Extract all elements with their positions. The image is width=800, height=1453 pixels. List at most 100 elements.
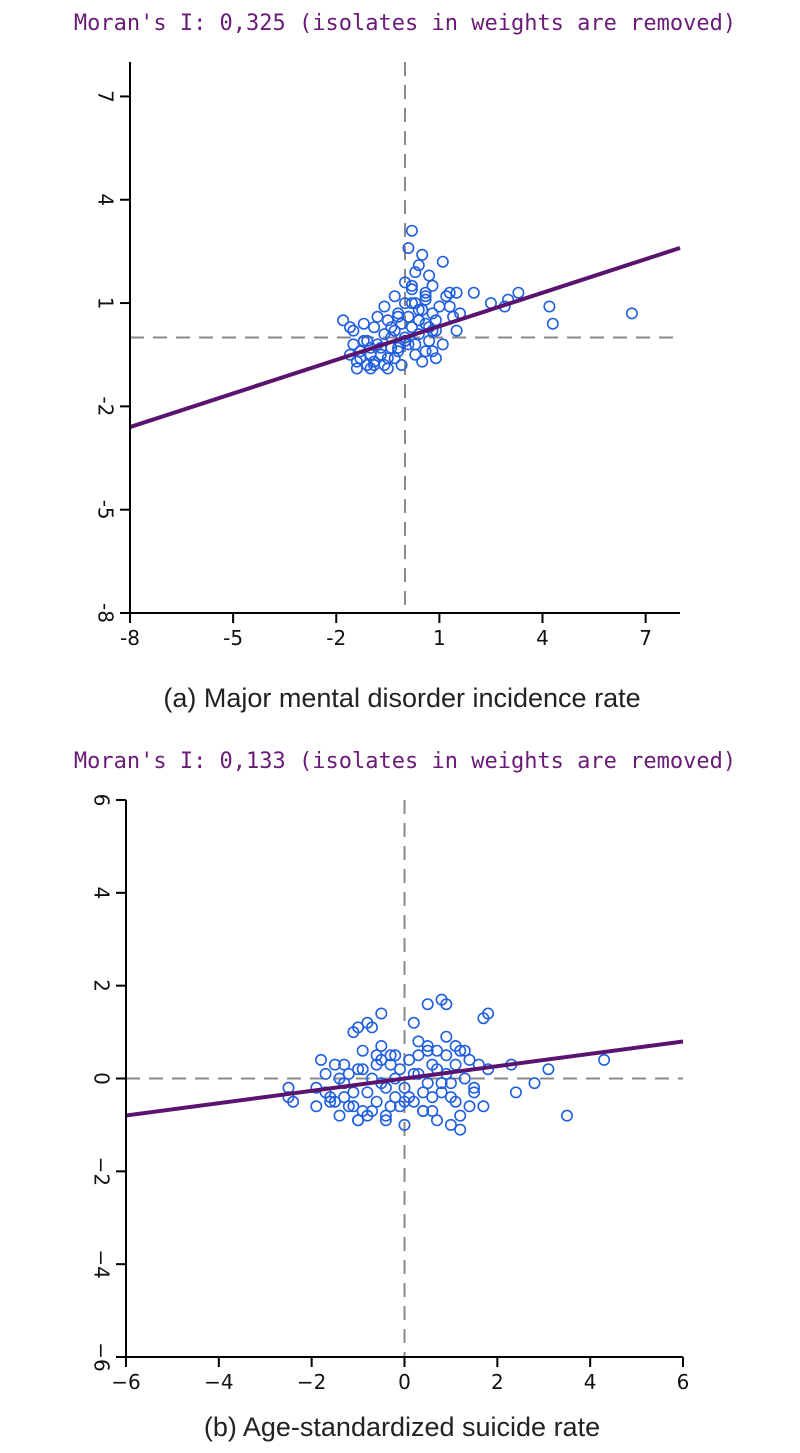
- data-point: [333, 1109, 346, 1122]
- panel-b-suicide-rate: Moran's I: 0,133 (isolates in weights ar…: [74, 749, 736, 1442]
- data-point: [430, 1114, 443, 1127]
- y-tick-label: -2: [94, 396, 118, 416]
- data-point: [338, 1058, 351, 1071]
- data-point: [463, 1100, 476, 1113]
- data-point: [403, 1053, 416, 1066]
- data-point: [385, 321, 398, 334]
- data-point: [416, 355, 429, 368]
- data-point: [419, 293, 432, 306]
- data-point: [449, 1095, 462, 1108]
- x-tick-label: 0: [398, 1370, 411, 1394]
- data-point: [463, 1053, 476, 1066]
- data-point: [347, 1100, 360, 1113]
- data-point: [392, 307, 405, 320]
- chart-title: Moran's I: 0,325 (isolates in weights ar…: [74, 11, 736, 36]
- data-point: [625, 307, 638, 320]
- data-point: [449, 1058, 462, 1071]
- y-tick-label: 0: [90, 1072, 114, 1085]
- data-point: [444, 1077, 457, 1090]
- data-point: [337, 314, 350, 327]
- data-point: [361, 1109, 374, 1122]
- data-point: [381, 314, 394, 327]
- data-point: [393, 1063, 406, 1076]
- data-point: [319, 1067, 332, 1080]
- data-point: [426, 279, 439, 292]
- data-point: [405, 321, 418, 334]
- data-point: [421, 1044, 434, 1057]
- x-tick-label: 2: [491, 1370, 504, 1394]
- data-point: [389, 1049, 402, 1062]
- data-point: [384, 1058, 397, 1071]
- data-point: [310, 1100, 323, 1113]
- chart-title: Moran's I: 0,133 (isolates in weights ar…: [74, 749, 736, 774]
- data-point: [356, 1044, 369, 1057]
- data-point: [388, 352, 401, 365]
- x-tick-label: 1: [433, 626, 446, 650]
- data-point: [361, 334, 374, 347]
- x-tick-label: 6: [677, 1370, 690, 1394]
- data-point: [368, 321, 381, 334]
- data-point: [405, 283, 418, 296]
- x-tick-label: −2: [297, 1370, 326, 1394]
- y-tick-label: -5: [94, 500, 118, 520]
- data-point: [412, 314, 425, 327]
- data-point: [542, 1063, 555, 1076]
- data-point: [412, 1049, 425, 1062]
- x-tick-label: -5: [223, 626, 243, 650]
- data-point: [395, 317, 408, 330]
- data-point: [443, 300, 456, 313]
- y-tick-label: −2: [90, 1157, 114, 1186]
- data-point: [375, 1007, 388, 1020]
- panel-a-mental-disorder: Moran's I: 0,325 (isolates in weights ar…: [74, 11, 736, 713]
- x-tick-label: 4: [584, 1370, 597, 1394]
- data-point: [402, 338, 415, 351]
- x-tick-label: −4: [204, 1370, 233, 1394]
- data-point: [352, 1114, 365, 1127]
- data-point: [282, 1091, 295, 1104]
- data-point: [409, 297, 422, 310]
- data-point: [509, 1086, 522, 1099]
- data-point: [370, 1058, 383, 1071]
- data-point: [392, 310, 405, 323]
- data-point: [357, 334, 370, 347]
- data-point: [416, 248, 429, 261]
- data-point: [421, 1077, 434, 1090]
- x-tick-label: 7: [639, 626, 652, 650]
- data-point: [402, 242, 415, 255]
- data-point: [426, 345, 439, 358]
- data-point: [395, 358, 408, 371]
- data-point: [433, 300, 446, 313]
- data-point: [426, 1091, 439, 1104]
- data-point: [347, 324, 360, 337]
- data-point: [423, 334, 436, 347]
- data-point: [314, 1053, 327, 1066]
- data-point: [423, 269, 436, 282]
- data-point: [361, 1016, 374, 1029]
- data-point: [450, 286, 463, 299]
- data-point: [450, 324, 463, 337]
- data-point: [543, 300, 556, 313]
- data-point: [370, 1095, 383, 1108]
- data-point: [454, 1109, 467, 1122]
- data-point: [435, 1086, 448, 1099]
- x-tick-label: -2: [326, 626, 346, 650]
- data-point: [512, 286, 525, 299]
- data-point: [405, 224, 418, 237]
- data-point: [435, 1077, 448, 1090]
- data-point: [361, 358, 374, 371]
- data-point: [449, 1040, 462, 1053]
- y-tick-label: 6: [90, 794, 114, 807]
- data-point: [388, 324, 401, 337]
- chart-caption: (a) Major mental disorder incidence rate: [163, 683, 640, 713]
- data-point: [436, 338, 449, 351]
- data-point: [388, 290, 401, 303]
- data-point: [398, 1118, 411, 1131]
- data-point: [364, 362, 377, 375]
- data-point: [328, 1058, 341, 1071]
- data-point: [381, 362, 394, 375]
- data-point: [412, 259, 425, 272]
- data-point: [598, 1053, 611, 1066]
- y-tick-label: 7: [94, 90, 118, 103]
- data-point: [324, 1095, 337, 1108]
